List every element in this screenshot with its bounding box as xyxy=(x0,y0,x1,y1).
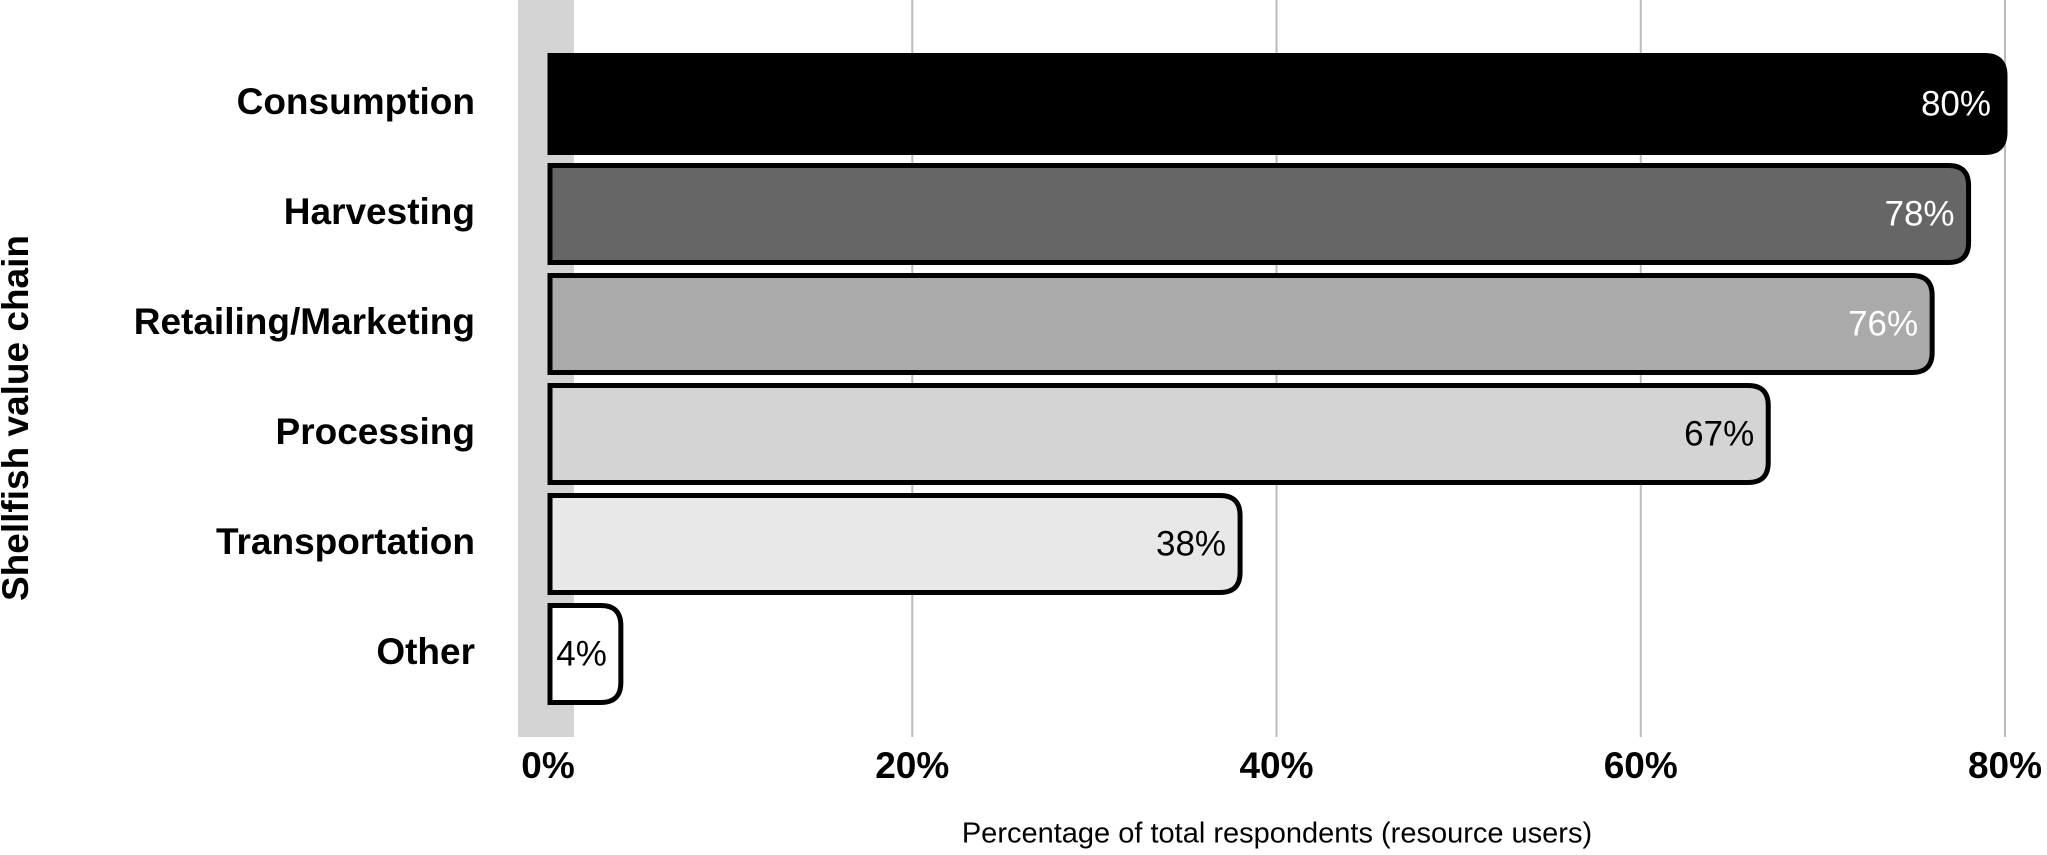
category-label: Other xyxy=(376,631,475,672)
value-label: 38% xyxy=(1156,524,1226,563)
bar xyxy=(547,163,1972,265)
value-label: 67% xyxy=(1684,414,1754,453)
x-tick-label: 60% xyxy=(1604,745,1678,786)
bar xyxy=(547,53,2008,155)
bar xyxy=(547,383,1771,485)
x-tick-label: 20% xyxy=(875,745,949,786)
x-tick-label: 40% xyxy=(1239,745,1313,786)
bar xyxy=(547,273,1935,375)
value-label: 80% xyxy=(1921,84,1991,123)
bar xyxy=(547,493,1243,595)
value-label: 78% xyxy=(1885,194,1955,233)
category-label: Consumption xyxy=(237,81,475,122)
x-axis-title: Percentage of total respondents (resourc… xyxy=(962,818,1592,850)
value-label: 76% xyxy=(1848,304,1918,343)
category-label: Harvesting xyxy=(284,191,475,232)
category-label: Transportation xyxy=(216,521,475,562)
value-label: 4% xyxy=(556,634,607,673)
x-tick-label: 0% xyxy=(521,745,574,786)
category-label: Retailing/Marketing xyxy=(134,301,475,342)
y-axis-title: Shellfish value chain xyxy=(0,235,36,601)
bar xyxy=(547,603,624,705)
x-tick-label: 80% xyxy=(1968,745,2042,786)
category-label: Processing xyxy=(276,411,475,452)
